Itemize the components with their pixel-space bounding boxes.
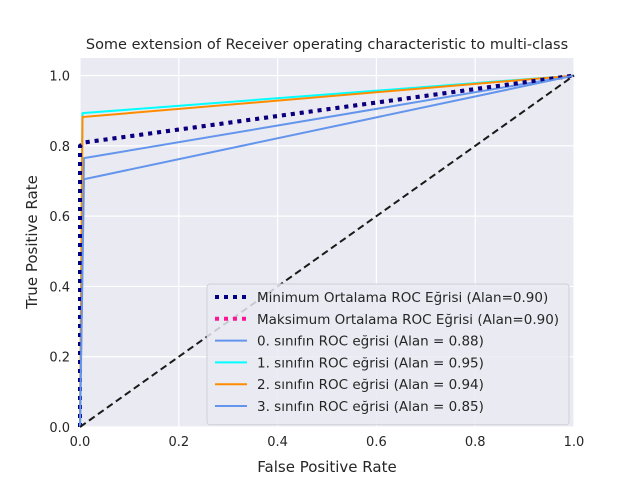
legend-entry: 3. sınıfın ROC eğrisi (Alan = 0.85) [257,399,484,415]
y-tick-label: 0.0 [49,421,70,436]
y-tick-label: 1.0 [49,70,70,85]
x-tick-label: 0.2 [168,435,189,450]
x-tick-label: 1.0 [564,435,585,450]
legend-entry: 2. sınıfın ROC eğrisi (Alan = 0.94) [257,377,484,393]
tick-labels: 0.0 0.2 0.4 0.6 0.8 1.0 0.0 0.2 0.4 0.6 0.8 1.0 [49,70,584,450]
series-layer [78,73,575,428]
y-tick-label: 0.6 [49,210,70,225]
legend-entry: 0. sınıfın ROC eğrisi (Alan = 0.88) [257,334,484,350]
legend-box [206,283,570,426]
legend: Minimum Ortalama ROC Eğrisi (Alan=0.90) M… [206,283,570,426]
chart-title: Some extension of Receiver operating cha… [86,37,568,53]
y-tick-label: 0.4 [49,280,70,295]
legend-entry: Maksimum Ortalama ROC Eğrisi (Alan=0.90) [257,312,559,328]
y-tick-label: 0.2 [49,351,70,366]
x-tick-label: 0.4 [267,435,288,450]
legend-entry: 1. sınıfın ROC eğrisi (Alan = 0.95) [257,355,484,371]
x-axis-label: False Positive Rate [257,458,396,476]
legend-entry: Minimum Ortalama ROC Eğrisi (Alan=0.90) [257,290,548,306]
series-line-5 [79,74,575,428]
x-tick-label: 0.8 [465,435,486,450]
series-line-0 [78,73,575,427]
x-tick-label: 0.0 [70,435,91,450]
y-axis-label: True Positive Rate [23,175,41,310]
x-tick-label: 0.6 [366,435,387,450]
reference-diagonal-line [79,74,575,428]
grid [79,58,575,428]
y-tick-label: 0.8 [49,140,70,155]
